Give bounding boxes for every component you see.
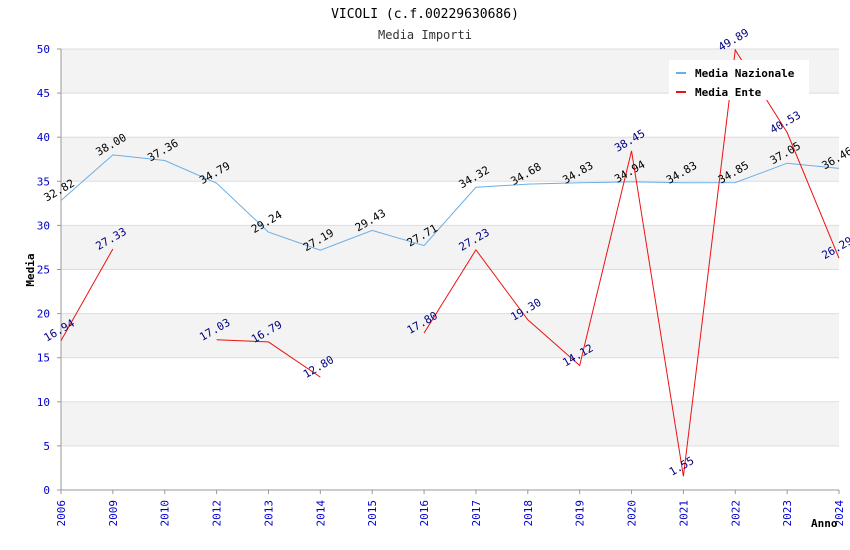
x-tick-label: 2018 [522, 500, 535, 527]
legend-entry: Media Ente [695, 86, 762, 99]
y-tick-label: 15 [37, 352, 50, 365]
y-axis-label: Media [24, 253, 37, 286]
x-tick-label: 2017 [470, 500, 483, 527]
series-layer [60, 48, 840, 477]
plot-band [61, 225, 839, 270]
series-line-media-nazionale [60, 154, 840, 251]
plot-band [61, 357, 839, 402]
x-tick-label: 2012 [211, 500, 224, 527]
legend-box [669, 60, 809, 100]
x-tick-label: 2021 [677, 500, 690, 527]
y-tick-label: 20 [37, 308, 50, 321]
series-line-media-ente [216, 339, 321, 378]
y-tick-label: 45 [37, 87, 50, 100]
plot-band [61, 401, 839, 446]
x-tick-label: 2006 [55, 500, 68, 527]
y-tick-label: 10 [37, 396, 50, 409]
plot-band [61, 181, 839, 226]
legend-entry: Media Nazionale [695, 67, 795, 80]
x-axis-label: Anno [811, 517, 838, 530]
x-tick-label: 2020 [626, 500, 639, 527]
x-tick-label: 2010 [159, 500, 172, 527]
plot-band [61, 445, 839, 490]
x-tick-label: 2024 [833, 500, 846, 527]
series-line-media-ente [60, 248, 114, 341]
y-tick-label: 40 [37, 131, 50, 144]
x-tick-label: 2014 [314, 500, 327, 527]
plot-band [61, 313, 839, 358]
plot-band [61, 93, 839, 138]
chart-subtitle: Media Importi [378, 28, 472, 42]
y-tick-label: 25 [37, 264, 50, 277]
chart-title: VICOLI (c.f.00229630686) [331, 7, 519, 22]
plot-band [61, 137, 839, 182]
x-tick-label: 2013 [262, 500, 275, 527]
y-tick-label: 0 [43, 484, 50, 497]
y-tick-label: 30 [37, 219, 50, 232]
y-tick-label: 5 [43, 440, 50, 453]
x-axis-ticks: 2006 2009 2010 2012 2013 2014 2015 2016 2017 2018… [55, 490, 846, 527]
x-tick-label: 2015 [366, 500, 379, 527]
x-tick-label: 2016 [418, 500, 431, 527]
y-tick-label: 50 [37, 43, 50, 56]
x-tick-label: 2022 [729, 500, 742, 527]
legend: Media Nazionale Media Ente [669, 60, 809, 100]
y-tick-label: 35 [37, 175, 50, 188]
x-tick-label: 2023 [781, 500, 794, 527]
series-line-media-ente [423, 48, 840, 477]
x-tick-label: 2009 [107, 500, 120, 527]
x-tick-label: 2019 [574, 500, 587, 527]
y-axis-ticks: 0 5 10 15 20 25 30 35 40 45 50 [37, 43, 61, 497]
